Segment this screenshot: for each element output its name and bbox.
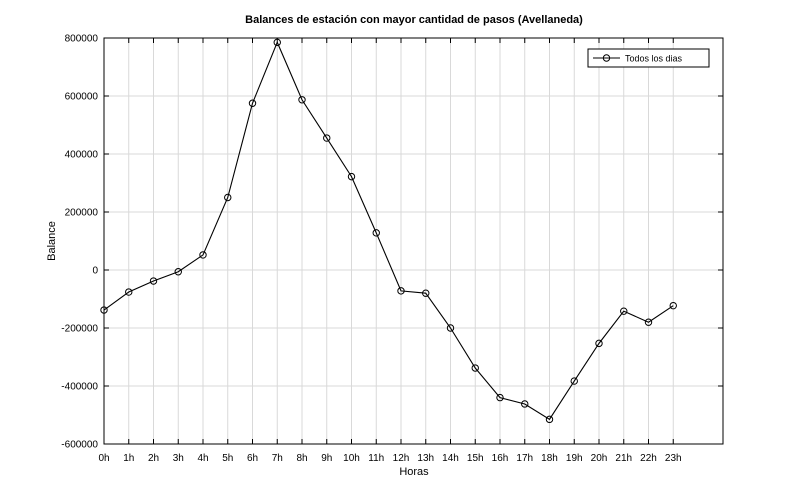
x-tick-label: 10h bbox=[343, 453, 360, 464]
y-tick-label: -200000 bbox=[61, 324, 98, 335]
y-tick-label: 0 bbox=[92, 266, 98, 277]
x-tick-label: 1h bbox=[123, 453, 134, 464]
y-tick-label: -600000 bbox=[61, 440, 98, 451]
x-tick-label: 22h bbox=[640, 453, 657, 464]
grid bbox=[104, 38, 723, 444]
data-point-22h bbox=[644, 318, 653, 326]
legend-box bbox=[587, 48, 710, 68]
x-tick-label: 6h bbox=[247, 453, 258, 464]
series-line bbox=[103, 40, 674, 421]
x-tick-label: 0h bbox=[98, 453, 109, 464]
legend: Todos los dias bbox=[587, 48, 710, 68]
data-point-1h bbox=[125, 288, 133, 296]
data-point-15h bbox=[471, 364, 479, 372]
x-tick-label: 14h bbox=[442, 453, 459, 464]
y-tick-label: 200000 bbox=[65, 208, 99, 219]
x-tick-label: 4h bbox=[197, 453, 208, 464]
data-point-5h bbox=[224, 193, 232, 202]
data-point-2h bbox=[149, 277, 158, 285]
data-point-19h bbox=[570, 377, 578, 385]
data-point-18h bbox=[545, 415, 554, 424]
x-tick-label: 3h bbox=[173, 453, 184, 464]
axis-ticks bbox=[103, 37, 723, 445]
x-tick-label: 23h bbox=[665, 453, 682, 464]
x-tick-label: 12h bbox=[393, 453, 410, 464]
data-point-13h bbox=[422, 289, 430, 297]
x-tick-label: 18h bbox=[541, 453, 558, 464]
y-axis-label: Balance bbox=[46, 221, 58, 261]
x-tick-label: 2h bbox=[148, 453, 159, 464]
x-tick-label: 21h bbox=[615, 453, 632, 464]
tick-labels: -600000 -400000 -200000 0 200000 400000 600000… bbox=[61, 34, 681, 465]
data-point-3h bbox=[174, 268, 182, 276]
data-point-9h bbox=[323, 134, 331, 142]
y-tick-label: 800000 bbox=[65, 34, 99, 45]
x-tick-label: 16h bbox=[492, 453, 509, 464]
y-tick-label: 400000 bbox=[65, 150, 99, 161]
data-point-17h bbox=[521, 400, 529, 408]
x-tick-label: 20h bbox=[591, 453, 608, 464]
data-point-10h bbox=[347, 172, 356, 181]
data-point-14h bbox=[446, 324, 455, 332]
chart-title: Balances de estación con mayor cantidad … bbox=[245, 14, 583, 26]
x-tick-label: 15h bbox=[467, 453, 484, 464]
data-point-7h bbox=[273, 38, 281, 47]
x-tick-label: 9h bbox=[321, 453, 332, 464]
data-point-4h bbox=[199, 251, 207, 259]
y-tick-label: -400000 bbox=[61, 382, 98, 393]
x-tick-label: 7h bbox=[272, 453, 283, 464]
x-tick-label: 8h bbox=[296, 453, 307, 464]
data-point-0h bbox=[100, 306, 108, 314]
series-todos-los-dias bbox=[100, 38, 677, 424]
legend-label: Todos los dias bbox=[625, 54, 683, 64]
x-tick-label: 13h bbox=[417, 453, 434, 464]
data-point-8h bbox=[298, 96, 306, 104]
x-tick-label: 5h bbox=[222, 453, 233, 464]
x-axis-label: Horas bbox=[399, 466, 429, 478]
data-point-6h bbox=[248, 99, 257, 107]
data-point-12h bbox=[397, 287, 405, 295]
x-tick-label: 11h bbox=[368, 453, 384, 464]
data-point-23h bbox=[669, 301, 677, 310]
data-point-16h bbox=[496, 393, 504, 402]
data-point-11h bbox=[372, 229, 380, 237]
y-tick-label: 600000 bbox=[65, 92, 99, 103]
data-point-20h bbox=[595, 339, 603, 348]
plot-area bbox=[103, 37, 724, 445]
data-point-21h bbox=[620, 307, 628, 315]
x-tick-label: 19h bbox=[566, 453, 583, 464]
x-tick-label: 17h bbox=[516, 453, 533, 464]
legend-marker-icon bbox=[602, 54, 611, 62]
